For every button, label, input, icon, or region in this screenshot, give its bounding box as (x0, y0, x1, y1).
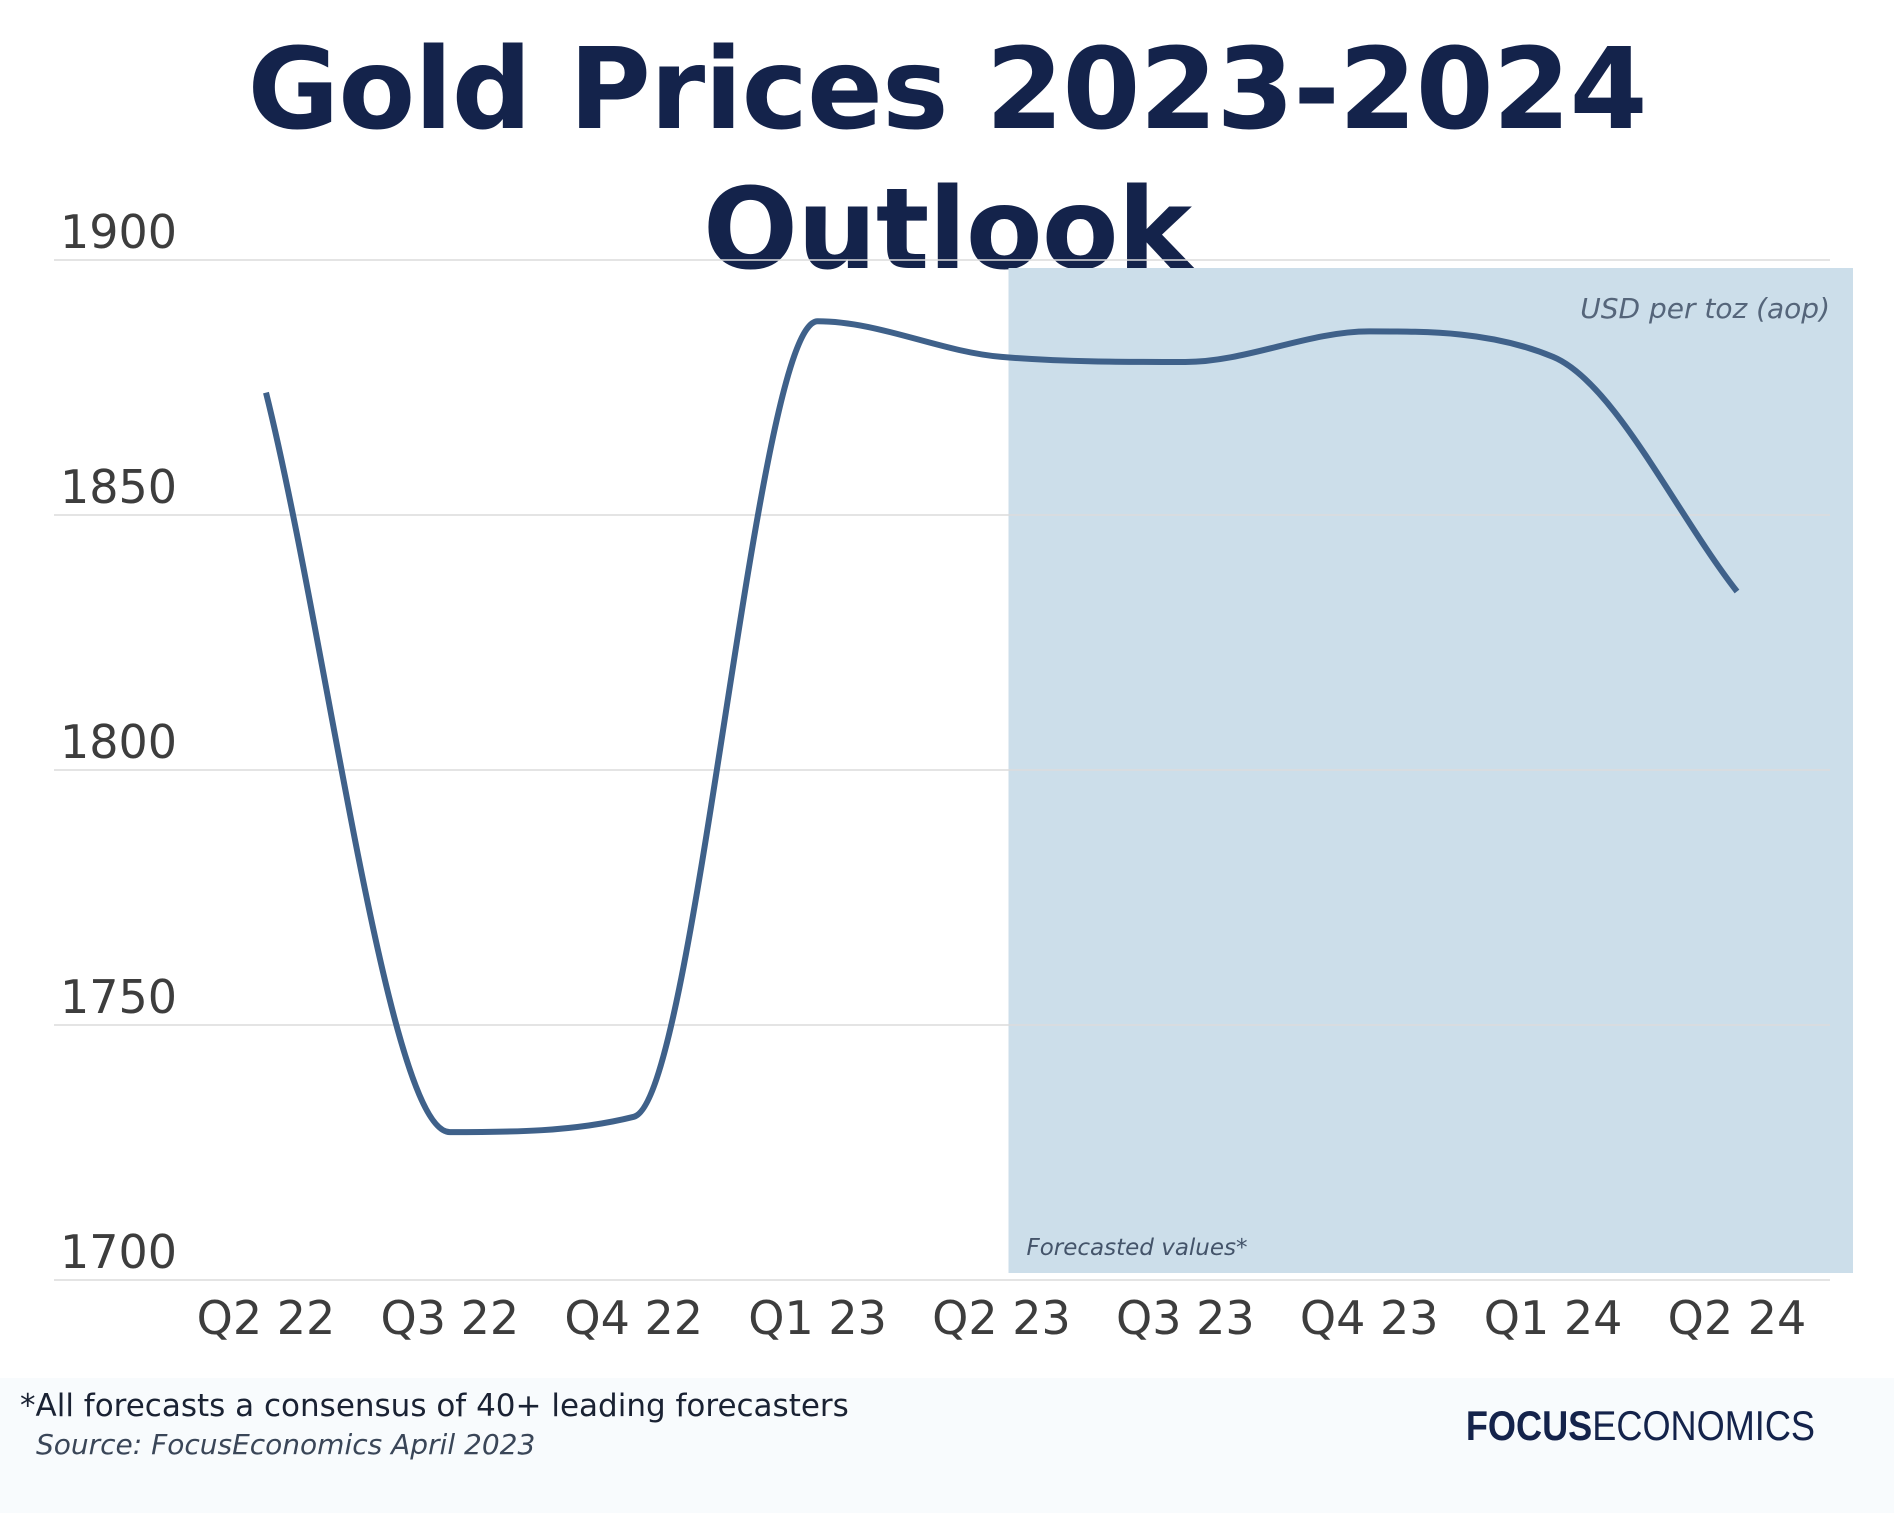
y-tick-label-1800: 1800 (60, 715, 177, 769)
data-point-q1-23 (815, 318, 821, 324)
y-tick-label-1750: 1750 (60, 970, 177, 1024)
y-tick-label-1900: 1900 (60, 205, 177, 259)
y-tick-label-1700: 1700 (60, 1225, 177, 1279)
unit-label: USD per toz (aop) (1580, 292, 1830, 325)
source-note: Source: FocusEconomics April 2023 (36, 1428, 536, 1461)
gold-price-line (263, 318, 1740, 1136)
data-point-q2-22 (263, 390, 269, 396)
chart-title: Gold Prices 2023-2024 Outlook (247, 25, 1647, 295)
logo-economics-text: ECONOMICS (1592, 1402, 1815, 1449)
data-point-q4-22 (631, 1114, 637, 1120)
footer-bar (0, 1378, 1894, 1513)
x-tick-label-q1-23: Q1 23 (748, 1291, 887, 1345)
x-tick-label-q3-22: Q3 22 (381, 1291, 520, 1345)
forecast-label: Forecasted values* (1027, 1235, 1248, 1261)
y-tick-label-1850: 1850 (60, 460, 177, 514)
x-tick-label-q2-22: Q2 22 (197, 1291, 336, 1345)
data-point-q3-22 (447, 1129, 453, 1135)
footnote: *All forecasts a consensus of 40+ leadin… (20, 1388, 849, 1424)
logo-focus-text: FOCUS (1465, 1402, 1593, 1449)
x-tick-label-q2-24: Q2 24 (1668, 1291, 1807, 1345)
x-tick-label-q2-23: Q2 23 (932, 1291, 1071, 1345)
x-tick-label-q3-23: Q3 23 (1116, 1291, 1255, 1345)
data-point-q3-23 (1182, 359, 1188, 365)
data-point-q2-24 (1734, 589, 1740, 595)
x-tick-label-q1-24: Q1 24 (1484, 1291, 1623, 1345)
x-tick-label-q4-22: Q4 22 (564, 1291, 703, 1345)
data-point-q1-24 (1550, 354, 1556, 360)
data-point-q2-23 (999, 354, 1005, 360)
x-tick-label-q4-23: Q4 23 (1300, 1291, 1439, 1345)
focuseconomics-logo: FOCUSECONOMICS (1466, 1401, 1815, 1451)
data-point-q4-23 (1366, 328, 1372, 334)
line-chart: 1700 1750 1800 1850 1900 Q2 22 Q3 22 Q4 22 Q1 2… (54, 205, 1853, 1345)
